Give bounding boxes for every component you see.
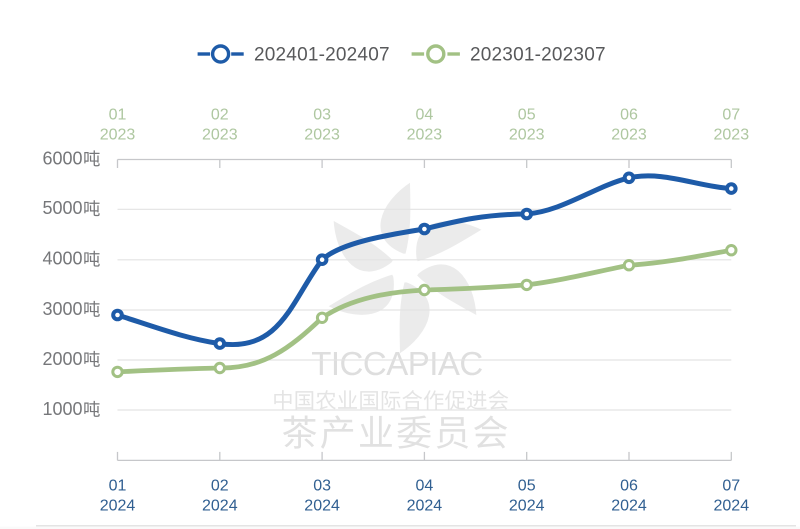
svg-text:07: 07 (722, 107, 740, 124)
svg-text:05: 05 (518, 107, 536, 124)
svg-text:2024: 2024 (611, 498, 647, 515)
svg-text:2023: 2023 (407, 127, 443, 144)
svg-text:2023: 2023 (100, 127, 136, 144)
svg-text:202401-202407: 202401-202407 (254, 45, 390, 66)
svg-text:1000: 1000 (42, 399, 82, 419)
svg-text:2023: 2023 (714, 127, 750, 144)
svg-text:2024: 2024 (100, 498, 136, 515)
svg-text:2024: 2024 (202, 498, 238, 515)
svg-text:2023: 2023 (304, 127, 340, 144)
svg-text:2024: 2024 (407, 498, 443, 515)
svg-text:2024: 2024 (304, 498, 340, 515)
svg-text:4000: 4000 (42, 249, 82, 269)
svg-text:3000: 3000 (42, 299, 82, 319)
svg-text:04: 04 (416, 478, 434, 495)
svg-text:TICCAPIAC: TICCAPIAC (311, 345, 483, 382)
svg-text:2023: 2023 (202, 127, 238, 144)
svg-text:01: 01 (109, 478, 127, 495)
svg-text:07: 07 (722, 478, 740, 495)
svg-text:02: 02 (211, 107, 229, 124)
svg-text:02: 02 (211, 478, 229, 495)
svg-text:03: 03 (313, 478, 331, 495)
svg-text:06: 06 (620, 478, 638, 495)
svg-text:202301-202307: 202301-202307 (470, 45, 606, 66)
svg-text:5000: 5000 (42, 198, 82, 218)
svg-text:2023: 2023 (509, 127, 545, 144)
svg-text:2024: 2024 (509, 498, 545, 515)
svg-text:2024: 2024 (714, 498, 750, 515)
svg-text:01: 01 (109, 107, 127, 124)
svg-text:06: 06 (620, 107, 638, 124)
svg-text:2023: 2023 (611, 127, 647, 144)
svg-text:2000: 2000 (42, 349, 82, 369)
svg-text:05: 05 (518, 478, 536, 495)
svg-text:04: 04 (416, 107, 434, 124)
svg-text:6000: 6000 (42, 148, 82, 168)
svg-text:03: 03 (313, 107, 331, 124)
